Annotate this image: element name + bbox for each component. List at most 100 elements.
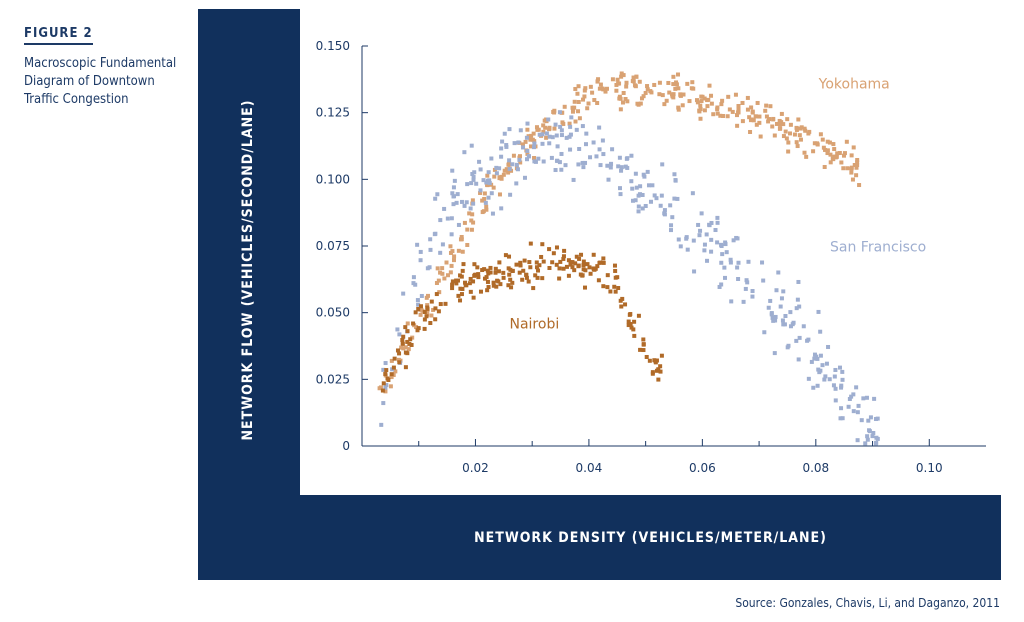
yokohama-point [639, 96, 644, 101]
nairobi-point [467, 281, 472, 286]
nairobi-point [428, 321, 433, 326]
nairobi-point [562, 248, 567, 253]
nairobi-point [401, 334, 406, 339]
yokohama-point [827, 140, 832, 145]
nairobi-point [539, 254, 544, 259]
san-francisco-point [419, 293, 424, 298]
nairobi-point [458, 298, 463, 303]
nairobi-point [400, 341, 405, 346]
nairobi-point [422, 326, 427, 331]
y-tick-label: 0.075 [316, 239, 350, 253]
san-francisco-point [499, 154, 504, 159]
nairobi-point [418, 304, 423, 309]
yokohama-point [705, 104, 710, 109]
nairobi-point [641, 337, 646, 342]
nairobi-point [403, 350, 408, 355]
yokohama-point [812, 141, 817, 146]
san-francisco-point [418, 258, 423, 263]
san-francisco-point [550, 135, 555, 140]
nairobi-point [537, 263, 542, 268]
san-francisco-point [704, 232, 709, 237]
san-francisco-point [584, 142, 589, 147]
san-francisco-point [874, 435, 879, 440]
yokohama-point [671, 74, 676, 79]
san-francisco-point [855, 410, 860, 415]
yokohama-point [764, 103, 769, 108]
san-francisco-point [569, 115, 574, 120]
san-francisco-point [487, 178, 492, 183]
yokohama-point [825, 139, 830, 144]
nairobi-point [405, 329, 410, 334]
nairobi-point [409, 342, 414, 347]
san-francisco-point [401, 291, 406, 296]
yokohama-point [572, 105, 577, 110]
san-francisco-point [465, 182, 470, 187]
nairobi-point [550, 260, 555, 265]
nairobi-point [524, 275, 529, 280]
san-francisco-point [736, 260, 741, 265]
san-francisco-point [584, 131, 589, 136]
nairobi-point [472, 262, 477, 267]
yokohama-point [562, 104, 567, 109]
yokohama-point [849, 170, 854, 175]
san-francisco-point [766, 305, 771, 310]
san-francisco-point [806, 337, 811, 342]
san-francisco-point [741, 299, 746, 304]
nairobi-point [566, 258, 571, 263]
san-francisco-point [451, 202, 456, 207]
san-francisco-point [762, 330, 767, 335]
yokohama-point [811, 149, 816, 154]
san-francisco-point [381, 401, 386, 406]
yokohama-point [700, 94, 705, 99]
nairobi-point [540, 242, 545, 247]
nairobi-point [535, 275, 540, 280]
nairobi-point [618, 298, 623, 303]
yokohama-point [530, 137, 535, 142]
san-francisco-point [524, 135, 529, 140]
yokohama-point [458, 237, 463, 242]
san-francisco-point [719, 260, 724, 265]
yokohama-point [645, 84, 650, 89]
san-francisco-point [723, 242, 728, 247]
san-francisco-point [450, 168, 455, 173]
yokohama-point [632, 83, 637, 88]
yokohama-point [832, 147, 837, 152]
yokohama-point [779, 111, 784, 116]
san-francisco-point [638, 184, 643, 189]
san-francisco-point [499, 206, 504, 211]
san-francisco-point [568, 147, 573, 152]
y-tick-label: 0.025 [316, 372, 350, 386]
san-francisco-point [594, 154, 599, 159]
yokohama-point [763, 108, 768, 113]
yokohama-point [736, 104, 741, 109]
yokohama-point [469, 218, 474, 223]
yokohama-point [523, 139, 528, 144]
yokohama-point [676, 86, 681, 91]
nairobi-point [533, 273, 538, 278]
yokohama-point [501, 172, 506, 177]
san-francisco-label: San Francisco [830, 239, 926, 255]
san-francisco-point [871, 430, 876, 435]
yokohama-point [506, 161, 511, 166]
san-francisco-point [583, 160, 588, 165]
san-francisco-point [709, 249, 714, 254]
yokohama-point [541, 129, 546, 134]
san-francisco-point [619, 168, 624, 173]
san-francisco-point [462, 203, 467, 208]
yokohama-point [794, 140, 799, 145]
yokohama-point [595, 79, 600, 84]
san-francisco-point [459, 199, 464, 204]
san-francisco-point [601, 152, 606, 157]
yokohama-point [754, 122, 759, 127]
nairobi-point [581, 259, 586, 264]
yokohama-point [615, 77, 620, 82]
san-francisco-point [490, 211, 495, 216]
yokohama-point [758, 134, 763, 139]
san-francisco-point [638, 192, 643, 197]
san-francisco-point [517, 157, 522, 162]
yokohama-point [480, 198, 485, 203]
yokohama-point [588, 84, 593, 89]
san-francisco-point [728, 260, 733, 265]
yokohama-point [735, 123, 740, 128]
san-francisco-point [839, 406, 844, 411]
